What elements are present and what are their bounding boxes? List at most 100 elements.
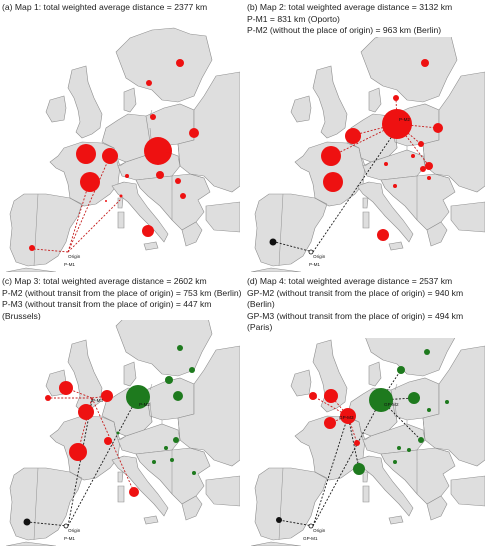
country-denmark	[368, 87, 382, 113]
market-circle	[173, 437, 179, 443]
border-line	[149, 383, 153, 391]
country-sardinia	[117, 485, 125, 503]
country-sicily	[388, 241, 404, 251]
market-circle	[393, 460, 397, 464]
market-circle	[164, 446, 168, 450]
market-circle	[80, 172, 100, 192]
market-circle	[189, 367, 195, 373]
country-ireland	[290, 369, 312, 397]
market-circle	[146, 80, 152, 86]
country-sardinia	[117, 211, 125, 229]
pm2-label: P-M2	[399, 117, 410, 122]
gpm3-label: GP-M3	[339, 415, 354, 420]
caption-line: GP-M2 (without transit from the place of…	[247, 287, 464, 298]
country-italy	[356, 181, 414, 243]
country-turkey	[205, 201, 240, 233]
border-line	[177, 417, 181, 441]
border-line	[119, 161, 127, 167]
europe-map: GP-M3 GP-M2 Origin GP-M1	[251, 338, 485, 546]
country-denmark	[123, 361, 137, 387]
border-line	[364, 435, 372, 441]
market-circle	[126, 385, 150, 409]
market-circle	[407, 448, 411, 452]
market-circle	[397, 446, 401, 450]
market-circle	[408, 392, 420, 404]
market-circle	[384, 162, 388, 166]
market-circle	[433, 123, 443, 133]
market-circle	[353, 463, 365, 475]
country-balkans	[380, 173, 456, 231]
border-line	[362, 181, 370, 185]
market-circle	[323, 172, 343, 192]
market-circle	[125, 174, 129, 178]
caption-line: (d) Map 4: total weighted average distan…	[247, 276, 453, 286]
market-circle	[427, 176, 431, 180]
market-circle	[309, 392, 317, 400]
border-line	[69, 471, 83, 479]
country-uk	[67, 65, 103, 139]
market-circle	[150, 114, 156, 120]
country-denmark	[368, 361, 382, 387]
country-iberia	[254, 467, 328, 541]
markets-layer	[29, 59, 199, 251]
border-line	[113, 421, 119, 441]
country-scandinavia	[365, 338, 456, 377]
country-north-africa	[251, 541, 302, 546]
map-panel-c: (c) Map 3: total weighted average distan…	[0, 274, 242, 548]
country-uk	[312, 65, 348, 139]
market-circle	[102, 148, 118, 164]
market-circle	[180, 193, 186, 199]
market-circle	[192, 471, 196, 475]
border-line	[69, 197, 83, 205]
gpm1-label: GP-M1	[303, 536, 318, 541]
market-circle	[156, 171, 164, 179]
border-line	[380, 179, 386, 189]
market-circle	[166, 149, 170, 153]
panel-caption: (d) Map 4: total weighted average distan…	[247, 276, 485, 334]
border-line	[119, 435, 127, 441]
caption-line: (b) Map 2: total weighted average distan…	[247, 2, 453, 12]
panel-caption: (b) Map 2: total weighted average distan…	[247, 2, 485, 37]
panel-caption: (c) Map 3: total weighted average distan…	[2, 276, 242, 322]
border-line	[422, 417, 426, 441]
country-ireland	[45, 95, 67, 123]
market-circle	[418, 437, 424, 443]
market-circle	[425, 162, 433, 170]
markets-layer	[276, 349, 449, 529]
border-line	[149, 401, 153, 423]
country-sardinia	[362, 211, 370, 229]
pm1-label: P-M1	[64, 536, 75, 541]
map-panel-a: (a) Map 1: total weighted average distan…	[0, 0, 240, 274]
market-circle	[393, 95, 399, 101]
market-circle	[119, 194, 123, 198]
border-line	[314, 197, 328, 205]
border-line	[177, 143, 181, 167]
panel-caption: (a) Map 1: total weighted average distan…	[2, 2, 240, 14]
border-line	[117, 181, 125, 185]
country-greece-aegean	[181, 221, 203, 247]
market-circle	[177, 345, 183, 351]
map-panel-d: (d) Map 4: total weighted average distan…	[245, 274, 485, 548]
country-iberia	[254, 193, 328, 267]
pm1-label: P-M1	[309, 262, 320, 267]
pm2-label: P-M2	[139, 402, 150, 407]
market-circle	[176, 59, 184, 67]
country-greece-aegean	[426, 495, 448, 521]
market-circle	[418, 141, 424, 147]
europe-map: P-M3 P-M2 Origin P-M1	[6, 320, 240, 546]
country-scandinavia	[115, 320, 213, 377]
country-italy	[356, 455, 414, 517]
origin-label: Origin	[313, 528, 326, 533]
market-circle	[105, 200, 107, 202]
country-corsica	[117, 197, 124, 209]
country-balkans	[380, 447, 456, 505]
caption-line: (a) Map 1: total weighted average distan…	[2, 2, 208, 12]
market-circle	[104, 437, 112, 445]
border-line	[189, 447, 205, 453]
market-circle	[101, 390, 113, 402]
border-line	[394, 401, 398, 423]
caption-line: GP-M3 (without transit from the place of…	[247, 310, 464, 321]
market-circle	[411, 154, 415, 158]
pm1-label: P-M1	[64, 262, 75, 267]
market-circle	[354, 440, 360, 446]
